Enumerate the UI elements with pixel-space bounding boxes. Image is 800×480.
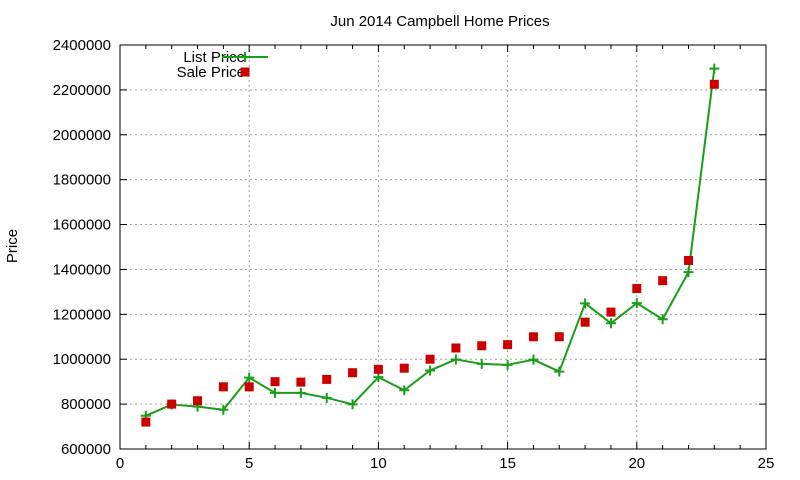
legend-sample-sale-price [240,67,250,77]
sale-price-point [296,377,306,387]
axis-ticks: 600000 800000 1000000 1200000 1400000 1600000… [53,37,775,472]
sale-price-point [141,417,151,427]
list-price-point [244,372,255,383]
sale-price-point [477,341,487,351]
sale-price-point [503,340,513,350]
y-tick-label: 800000 [61,396,111,413]
x-tick-label: 25 [758,455,775,472]
list-price-point [605,318,616,329]
x-tick-label: 20 [628,455,645,472]
list-price-point [502,359,513,370]
list-price-point [657,314,668,325]
x-tick-label: 15 [499,455,516,472]
sale-price-point [322,374,332,384]
list-price-point [683,267,694,278]
sale-price-point [632,284,642,294]
list-price-point [554,366,565,377]
legend: List Price Sale Price [177,49,268,81]
list-price-point [425,365,436,376]
y-tick-label: 2000000 [53,127,111,144]
chart-title: Jun 2014 Campbell Home Prices [330,13,549,30]
sale-price-point [373,364,383,374]
legend-label-list-price: List Price [183,49,245,66]
legend-label-sale-price: Sale Price [177,64,245,81]
series-layer [140,63,720,427]
sale-price-point [683,255,693,265]
plot-frame [119,44,767,450]
list-price-point [709,63,720,74]
sale-price-point [193,396,203,406]
legend-square-marker [240,67,250,77]
legend-plus-marker [240,52,250,62]
x-tick-label: 10 [370,455,387,472]
sale-price-point [399,363,409,373]
series-sale-price [141,79,719,427]
list-price-point [631,298,642,309]
list-price-point [295,387,306,398]
y-tick-label: 1200000 [53,306,111,323]
list-price-point [580,298,591,309]
sale-price-point [270,377,280,387]
list-price-point [218,404,229,415]
list-price-point [373,372,384,383]
sale-price-point [451,343,461,353]
list-price-point [321,392,332,403]
series-list-price [140,63,720,421]
sale-price-point [244,382,254,392]
sale-price-point [580,317,590,327]
y-axis-title: Price [4,229,21,263]
list-price-point [399,385,410,396]
y-tick-label: 1400000 [53,261,111,278]
sale-price-point [606,307,616,317]
legend-sample-list-price [222,52,268,62]
sale-price-point [709,79,719,89]
list-price-point [347,399,358,410]
gridlines [120,45,766,449]
sale-price-point [167,399,177,409]
sale-price-point [554,332,564,342]
x-tick-label: 0 [116,455,124,472]
sale-price-point [658,276,668,286]
y-tick-label: 2400000 [53,37,111,54]
y-tick-label: 2200000 [53,82,111,99]
list-price-point [450,354,461,365]
list-price-point [476,358,487,369]
sale-price-point [218,382,228,392]
y-tick-label: 1800000 [53,172,111,189]
y-tick-label: 1600000 [53,217,111,234]
list-price-point [528,354,539,365]
sale-price-point [348,368,358,378]
y-tick-label: 1000000 [53,351,111,368]
list-price-point [270,387,281,398]
sale-price-point [425,354,435,364]
y-tick-label: 600000 [61,441,111,458]
sale-price-point [528,332,538,342]
x-tick-label: 5 [245,455,253,472]
